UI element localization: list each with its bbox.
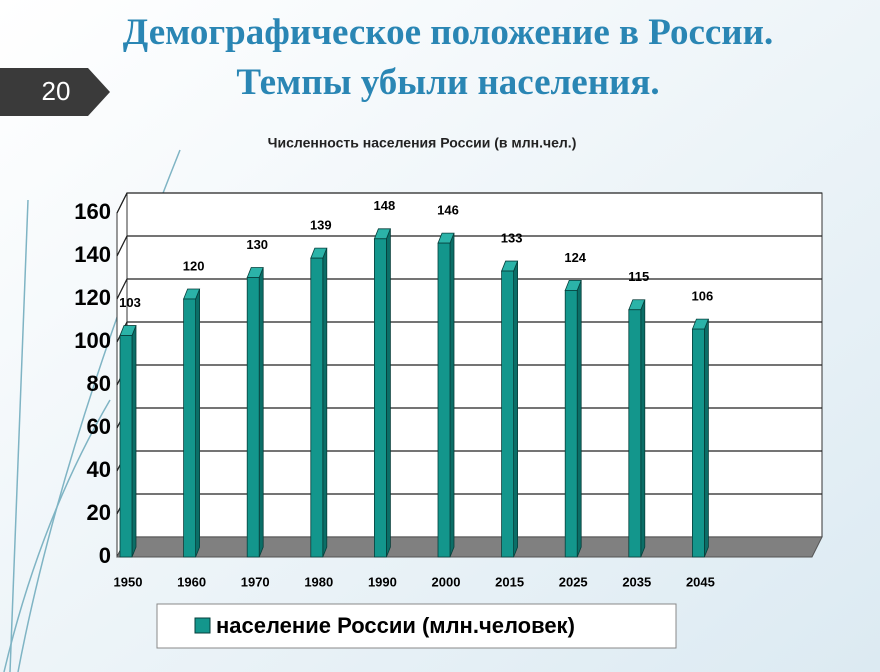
value-label: 139 bbox=[310, 218, 332, 233]
value-label: 115 bbox=[628, 269, 649, 284]
bar-side bbox=[704, 318, 709, 558]
legend-box bbox=[156, 603, 677, 649]
bar bbox=[373, 238, 387, 558]
x-tick-label: 1980 bbox=[304, 574, 333, 589]
value-label: 130 bbox=[246, 237, 268, 252]
slide-title: Темпы убыли населения. bbox=[236, 62, 659, 103]
y-tick-label: 0 bbox=[99, 543, 111, 568]
y-tick-label: 60 bbox=[87, 414, 111, 439]
bar-side bbox=[322, 248, 328, 558]
bar bbox=[183, 298, 197, 558]
bar-side bbox=[258, 267, 264, 558]
y-tick-label: 100 bbox=[74, 328, 111, 353]
floor bbox=[116, 536, 823, 558]
x-tick-label: 1960 bbox=[177, 574, 206, 589]
grid-line bbox=[116, 278, 822, 300]
bar bbox=[501, 270, 515, 558]
y-tick-label: 20 bbox=[87, 500, 111, 525]
value-label: 133 bbox=[501, 230, 523, 245]
y-tick-label: 80 bbox=[87, 371, 111, 396]
x-tick-label: 2045 bbox=[686, 574, 715, 589]
x-tick-label: 2035 bbox=[622, 574, 651, 589]
slide-number: 20 bbox=[42, 76, 71, 106]
x-tick-label: 1990 bbox=[368, 574, 397, 589]
y-tick-label: 160 bbox=[74, 199, 111, 224]
value-label: 120 bbox=[183, 258, 205, 273]
value-label: 103 bbox=[119, 295, 141, 310]
bar bbox=[310, 257, 324, 558]
value-label: 124 bbox=[564, 250, 586, 265]
x-tick-label: 1970 bbox=[241, 574, 270, 589]
bar bbox=[246, 277, 260, 558]
chart-title: Численность населения России (в млн.чел.… bbox=[268, 135, 577, 151]
y-tick-label: 40 bbox=[87, 457, 111, 482]
y-tick-label: 120 bbox=[74, 285, 111, 310]
bar-side bbox=[386, 228, 391, 558]
legend-swatch bbox=[194, 617, 211, 634]
value-label: 148 bbox=[374, 198, 396, 213]
bar-side bbox=[576, 280, 582, 558]
bar-side bbox=[640, 299, 646, 558]
x-tick-label: 1950 bbox=[114, 574, 143, 589]
bar bbox=[628, 309, 642, 558]
bar-side bbox=[131, 325, 137, 558]
x-tick-label: 2025 bbox=[559, 574, 588, 589]
legend-label: население России (млн.человек) bbox=[216, 613, 575, 638]
bar bbox=[692, 328, 705, 558]
slide-number-tab bbox=[0, 68, 110, 116]
x-tick-label: 2000 bbox=[432, 574, 461, 589]
bar bbox=[564, 289, 578, 558]
bar-side bbox=[449, 232, 455, 558]
value-label: 106 bbox=[692, 289, 714, 304]
bar bbox=[119, 335, 133, 558]
y-tick-label: 140 bbox=[74, 242, 111, 267]
grid-line bbox=[116, 235, 822, 257]
bar-side bbox=[195, 288, 200, 558]
grid-line bbox=[116, 192, 822, 214]
slide-title: Демографическое положение в России. bbox=[123, 12, 773, 53]
bar bbox=[437, 242, 451, 558]
value-label: 146 bbox=[437, 203, 459, 218]
x-tick-label: 2015 bbox=[495, 574, 524, 589]
bar-side bbox=[513, 260, 518, 558]
